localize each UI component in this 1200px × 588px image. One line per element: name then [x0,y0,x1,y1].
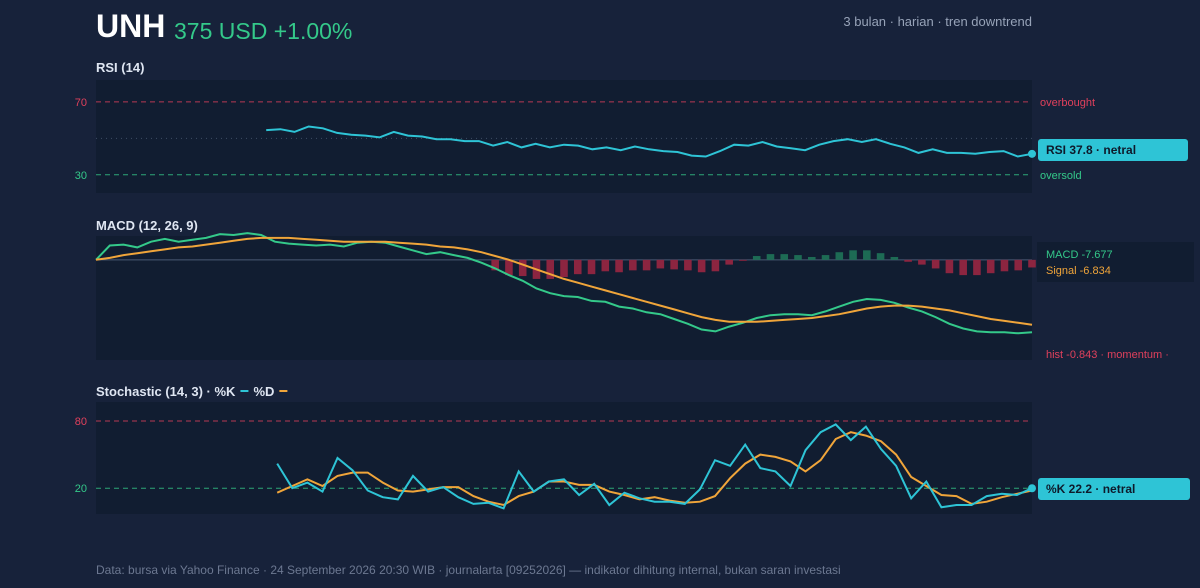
macd-hist-bar [1028,259,1036,268]
macd-hist-bar [849,250,857,260]
macd-line [95,232,1033,335]
d-legend-label: %D [253,384,274,399]
macd-hist-bar [904,259,912,262]
rsi-title: RSI (14) [96,60,144,75]
macd-hist-bar [890,256,899,260]
rsi-callout: RSI 37.8 · netral [1046,143,1136,157]
macd-hist-bar [807,256,816,260]
macd-panel [96,236,1032,360]
macd-hist-bar [670,259,678,270]
macd-hist-bar [725,259,733,265]
price-change: 375 USD +1.00% [174,18,353,44]
macd-hist-bar [505,259,513,276]
rsi-tick-70: 70 [75,97,87,109]
signal-legend-value: Signal -6.834 [1046,265,1111,277]
macd-hist-bar [821,255,830,260]
macd-hist-bar [835,252,844,260]
macd-hist-bar [629,259,637,271]
stochastic-panel [96,402,1032,514]
macd-hist-bar [615,259,623,273]
signal-line [95,236,1033,326]
rsi-callout-box [1038,139,1188,161]
macd-hist-bar [546,259,555,279]
stochastic-callout: %K 22.2 · netral [1046,482,1135,496]
macd-hist-bar [1000,259,1009,272]
macd-hist-bar [642,259,651,271]
macd-hist-bar [711,259,720,272]
macd-legend-value: MACD -7.677 [1046,249,1113,261]
macd-legend-box [1037,242,1194,282]
rsi-tick-30: 30 [75,170,87,182]
macd-hist-bar [959,259,967,276]
overbought-label: overbought [1040,97,1095,109]
macd-hist-bar [560,259,568,278]
macd-hist-bar [601,259,610,272]
macd-hist-bar [986,259,995,274]
histogram-label: hist -0.843 · momentum · [1046,349,1169,361]
stochastic-tick-80: 80 [75,416,87,428]
rsi-panel [96,80,1032,193]
macd-hist-bar [945,259,954,274]
macd-hist-bar [780,254,789,260]
rsi-last-point [1028,149,1036,158]
ticker-symbol: UNH [96,8,166,44]
data-source-footer: Data: bursa via Yahoo Finance · 24 Septe… [96,563,841,577]
stochastic-callout-box [1038,478,1190,500]
k-line [276,423,1033,510]
macd-hist-bar [794,255,802,260]
chart-subtitle: 3 bulan · harian · tren downtrend [843,14,1032,29]
macd-hist-bar [518,259,527,277]
macd-hist-bar [973,259,981,276]
macd-hist-bar [684,259,692,271]
macd-hist-bar [931,259,940,269]
macd-hist-bar [587,259,596,275]
macd-hist-bar [876,253,885,260]
macd-hist-bar [1014,259,1023,271]
macd-hist-bar [739,259,747,261]
macd-hist-bar [573,259,582,275]
rsi-line [266,125,1033,158]
k-last-point [1028,484,1036,493]
stochastic-title: Stochastic (14, 3) · %K [96,384,236,399]
macd-hist-bar [766,254,775,260]
macd-hist-bar [656,259,665,269]
stochastic-tick-20: 20 [75,483,87,495]
macd-title: MACD (12, 26, 9) [96,218,198,233]
macd-hist-bar [863,250,871,260]
macd-hist-bar [697,259,706,273]
oversold-label: oversold [1040,170,1082,182]
macd-hist-bar [491,259,499,271]
macd-hist-bar [918,259,926,265]
macd-hist-bar [752,256,761,260]
